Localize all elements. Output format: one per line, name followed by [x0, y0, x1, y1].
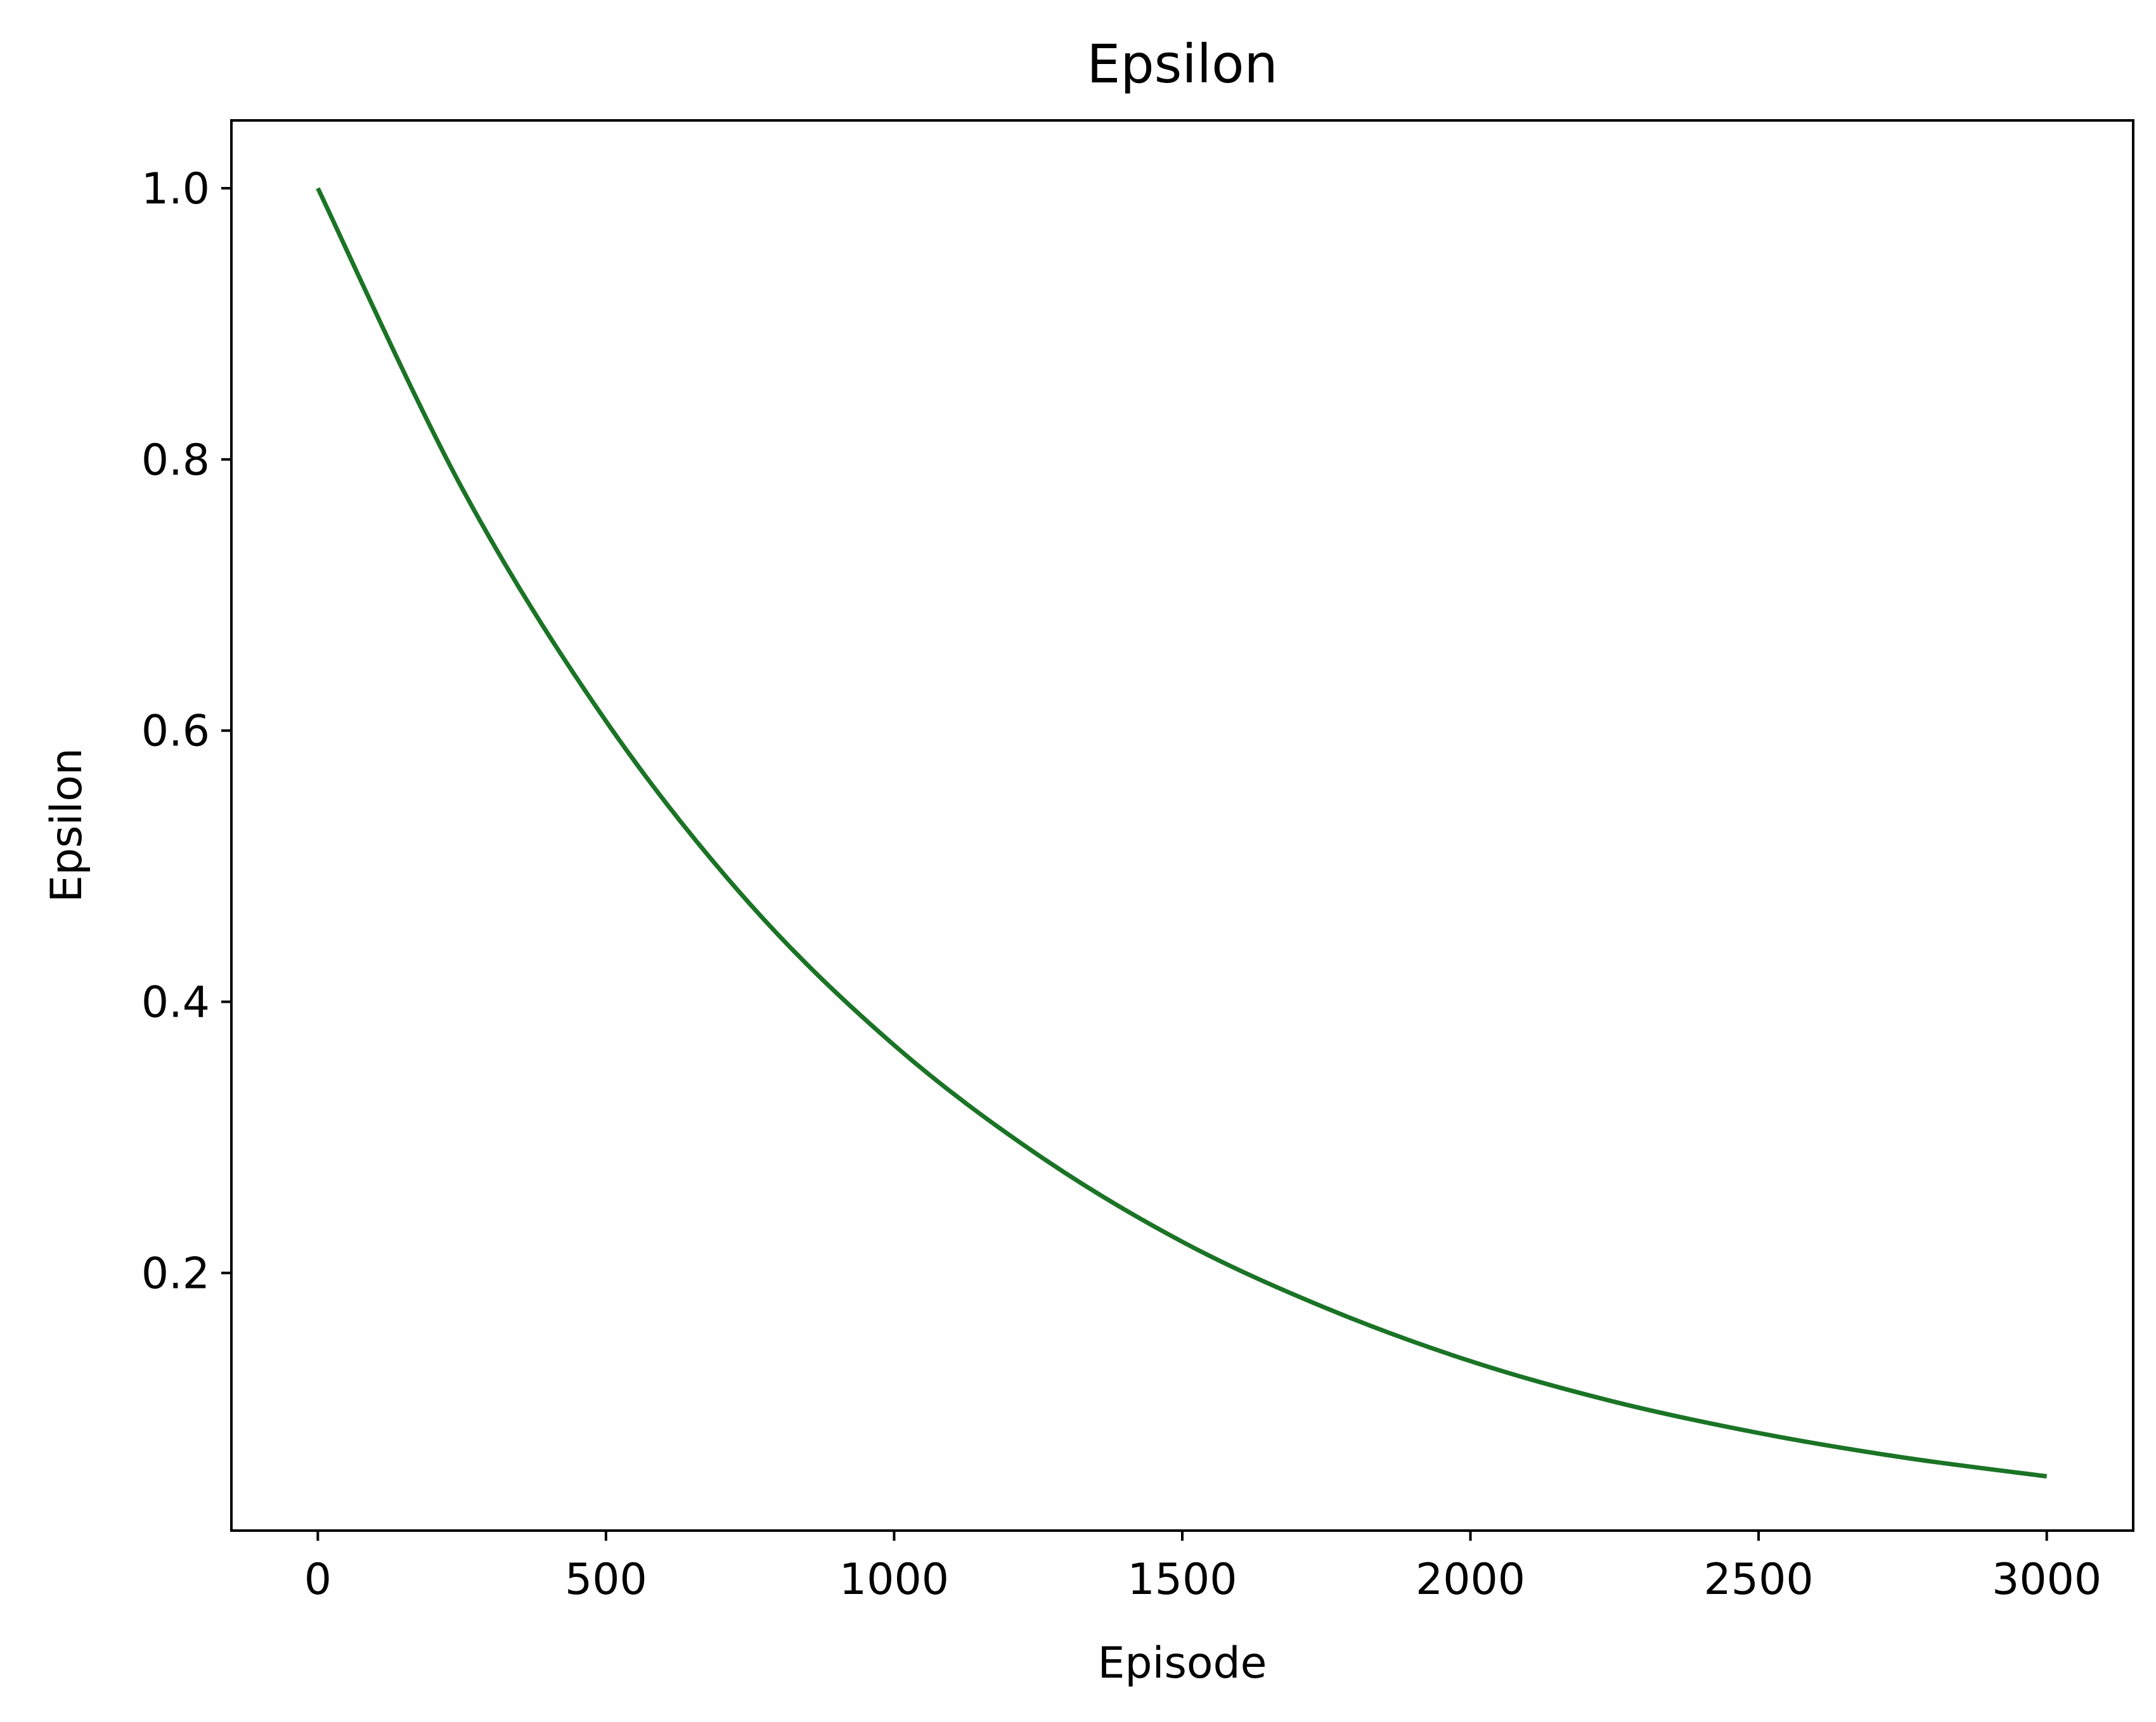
- chart-title: Epsilon: [1087, 33, 1277, 95]
- x-tick-label: 1000: [839, 1555, 949, 1605]
- epsilon-series-line: [316, 187, 2048, 1479]
- x-tick-label: 2500: [1704, 1555, 1814, 1605]
- x-tick-label: 500: [565, 1555, 647, 1605]
- x-tick-label: 2000: [1416, 1555, 1525, 1605]
- plot-area-frame: [230, 119, 2134, 1532]
- y-axis-ticks: 0.2 0.4 0.6 0.8 1.0: [141, 164, 231, 1299]
- y-tick-label: 0.2: [141, 1249, 210, 1299]
- y-tick-label: 0.6: [141, 707, 210, 757]
- x-axis-label: Episode: [1097, 1638, 1267, 1688]
- y-axis-label: Epsilon: [42, 748, 92, 903]
- x-tick-label: 1500: [1127, 1555, 1237, 1605]
- x-tick-label: 0: [304, 1555, 332, 1605]
- x-tick-label: 3000: [1992, 1555, 2101, 1605]
- x-axis-ticks: 0 500 1000 1500 2000 2500 3000: [304, 1531, 2101, 1605]
- y-tick-label: 1.0: [141, 164, 210, 214]
- y-tick-label: 0.4: [141, 978, 210, 1028]
- y-tick-label: 0.8: [141, 435, 210, 485]
